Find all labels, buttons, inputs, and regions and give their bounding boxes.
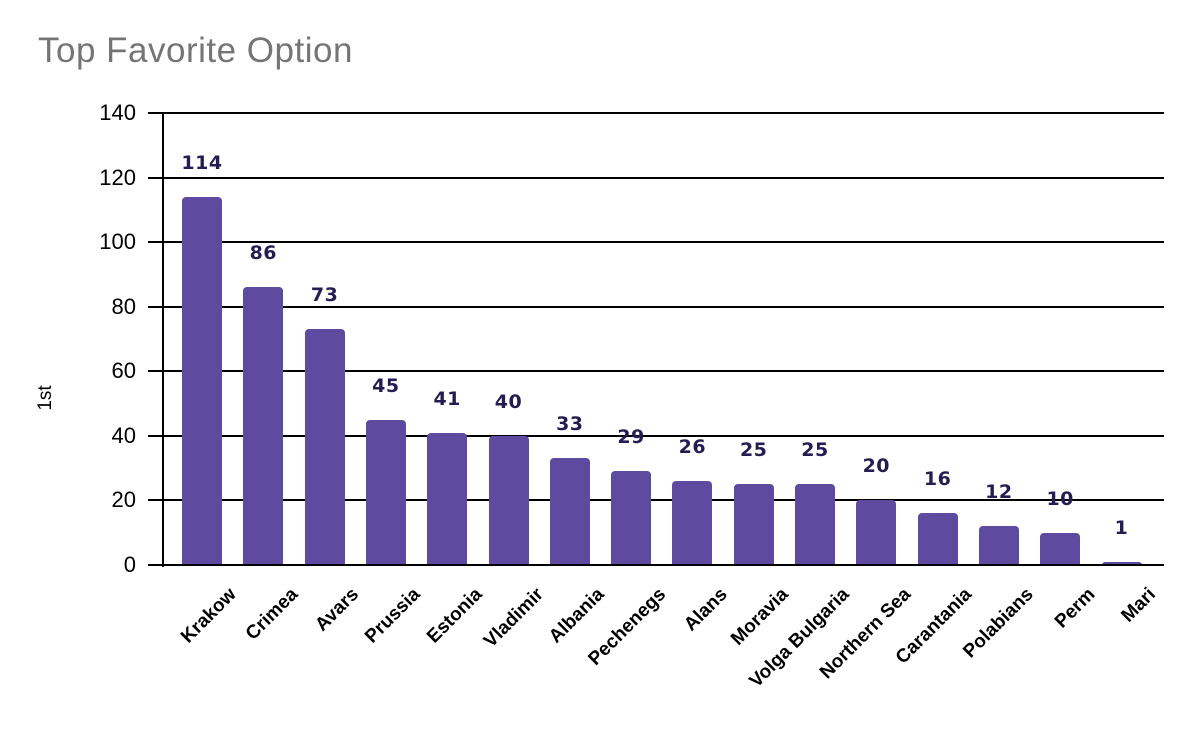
bar-value-label: 1	[1114, 516, 1129, 539]
x-category-label: Perm	[1050, 584, 1100, 633]
x-category-label: Alans	[679, 584, 732, 636]
bar-value-label: 20	[862, 455, 891, 478]
bar	[978, 526, 1019, 565]
bar	[182, 196, 222, 565]
bar	[243, 287, 284, 565]
y-tick-label: 120	[99, 164, 136, 190]
y-tick-label: 0	[123, 552, 136, 577]
bar	[856, 500, 897, 565]
y-axis-tick	[148, 112, 164, 114]
bar-value-label: 73	[310, 284, 339, 307]
y-tick-label: 140	[99, 100, 136, 125]
x-category-label: Mari	[1117, 584, 1161, 627]
y-gridline	[164, 305, 1164, 308]
y-gridline	[164, 241, 1164, 244]
x-category-label: Estonia	[422, 584, 487, 648]
bar	[733, 484, 774, 565]
bar	[795, 484, 835, 565]
bar	[488, 435, 529, 565]
bar-value-label: 26	[678, 436, 707, 459]
y-axis-line	[162, 113, 164, 567]
bar-value-label: 41	[433, 387, 461, 410]
x-category-label: Avars	[311, 584, 364, 636]
chart-title: Top Favorite Option	[38, 31, 353, 70]
y-axis-tick	[148, 370, 164, 373]
bar	[672, 481, 713, 565]
x-axis-line	[148, 564, 1164, 566]
bar-value-label: 114	[181, 151, 223, 174]
bar-value-label: 25	[739, 439, 768, 462]
bar	[549, 458, 590, 565]
y-tick-label: 80	[111, 293, 136, 319]
y-gridline	[164, 370, 1164, 373]
y-gridline	[164, 176, 1164, 179]
x-category-label: Crimea	[241, 584, 303, 645]
y-axis-tick	[148, 241, 164, 244]
y-axis-tick	[148, 305, 164, 308]
bar-value-label: 12	[985, 481, 1013, 504]
bar-value-label: 86	[249, 242, 278, 265]
bar-value-label: 29	[617, 426, 645, 449]
y-tick-label: 100	[99, 229, 136, 255]
x-category-label: Krakow	[177, 584, 241, 648]
bar-value-label: 45	[372, 374, 400, 397]
bar	[1040, 532, 1081, 565]
y-tick-label: 60	[111, 358, 136, 384]
bar	[365, 419, 406, 565]
bar-value-label: 10	[1046, 487, 1074, 510]
y-axis-tick	[148, 176, 164, 179]
y-gridline	[164, 434, 1164, 437]
x-category-label: Prussia	[361, 584, 425, 648]
bar	[611, 471, 652, 565]
y-axis-tick	[148, 434, 164, 437]
bar-value-label: 33	[556, 413, 584, 436]
bar	[1101, 561, 1142, 565]
bar	[304, 329, 345, 565]
bar-value-label: 16	[923, 468, 952, 491]
y-tick-label: 20	[111, 487, 136, 513]
y-gridline	[164, 499, 1164, 502]
x-category-label: Vladimir	[479, 584, 548, 652]
y-tick-label: 40	[111, 422, 136, 448]
bar	[917, 513, 958, 565]
y-gridline	[164, 112, 1164, 114]
y-axis-tick	[148, 499, 164, 502]
bar-value-label: 25	[801, 439, 829, 462]
bar	[427, 432, 468, 565]
bar-value-label: 40	[494, 390, 523, 413]
